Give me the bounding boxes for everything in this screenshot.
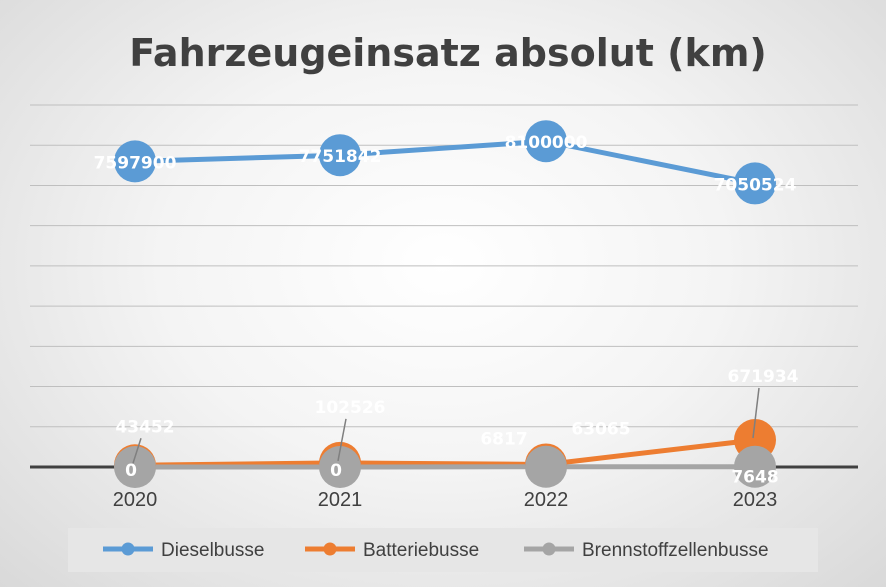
series-lines: [134, 138, 756, 470]
data-point-dieselbusse: [525, 120, 567, 163]
legend-item: Dieselbusse: [103, 540, 265, 561]
data-label: 7751842: [299, 147, 382, 167]
data-label: 671934: [728, 367, 799, 387]
legend-item: Brennstoffzellenbusse: [524, 540, 769, 561]
data-label: 8100000: [505, 133, 588, 153]
chart-title: Fahrzeugeinsatz absolut (km): [129, 31, 767, 75]
data-point-dieselbusse: [734, 162, 776, 205]
legend-marker: [121, 542, 135, 556]
legend: Dieselbusse Batteriebusse Brennstoffzellen…: [68, 528, 818, 572]
x-tick-label: 2023: [733, 489, 778, 511]
legend-item: Batteriebusse: [305, 540, 479, 561]
legend-label: Batteriebusse: [363, 540, 479, 561]
data-point-brennstoffzellenbusse: [114, 446, 156, 488]
data-label: 43452: [115, 417, 174, 437]
data-point-brennstoffzellenbusse: [319, 446, 361, 488]
data-labels: 7597900 7751842 8100000 7050524 43452 102526 6…: [94, 133, 799, 487]
series-markers: [114, 120, 776, 488]
legend-marker: [542, 542, 556, 556]
legend-box: [68, 528, 818, 572]
legend-label: Brennstoffzellenbusse: [582, 540, 769, 561]
data-label: 7050524: [714, 175, 797, 195]
data-label: 0: [330, 461, 342, 481]
legend-label: Dieselbusse: [161, 540, 265, 561]
x-tick-label: 2020: [113, 489, 158, 511]
data-point-brennstoffzellenbusse: [734, 445, 776, 488]
gridlines: [30, 104, 858, 428]
data-label: 7597900: [94, 153, 177, 173]
data-point-brennstoffzellenbusse: [525, 445, 567, 488]
label-leader-line: [132, 438, 142, 464]
data-label: 6817: [480, 430, 527, 450]
label-leader-line: [752, 387, 760, 439]
series-line-dieselbusse: [134, 138, 756, 186]
x-tick-label: 2021: [318, 489, 363, 511]
x-tick-label: 2022: [524, 489, 569, 511]
data-point-dieselbusse: [319, 134, 361, 177]
data-label: 102526: [315, 398, 386, 418]
data-label: 0: [125, 461, 137, 481]
data-label: 63065: [571, 419, 630, 439]
data-label: 7648: [731, 468, 778, 488]
label-leader-line: [337, 418, 347, 462]
legend-marker: [323, 542, 337, 556]
data-point-dieselbusse: [114, 140, 156, 183]
x-tick-labels: 2020 2021 2022 2023: [113, 489, 778, 511]
series-line-batteriebusse: [134, 437, 756, 468]
